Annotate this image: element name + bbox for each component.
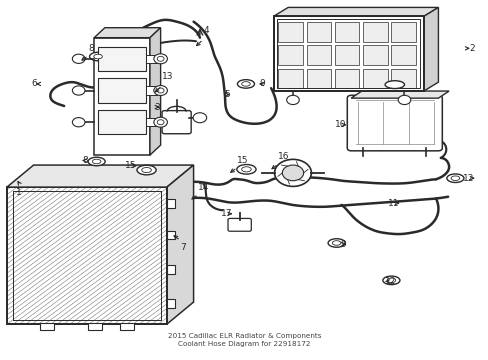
Bar [278,45,303,65]
Polygon shape [273,8,438,16]
Ellipse shape [92,159,101,164]
Text: 17: 17 [221,209,232,218]
Bar [146,118,157,126]
Bar [120,323,134,330]
Ellipse shape [142,167,151,172]
Circle shape [286,95,299,104]
Circle shape [72,86,85,95]
Bar [166,299,174,308]
Ellipse shape [332,241,340,245]
FancyBboxPatch shape [346,95,442,151]
Text: 5: 5 [224,90,229,99]
Bar [390,22,415,42]
Ellipse shape [237,80,254,88]
Polygon shape [166,165,193,324]
Ellipse shape [446,174,463,183]
Ellipse shape [94,54,102,59]
Text: 16: 16 [278,152,289,161]
Ellipse shape [385,81,404,89]
FancyBboxPatch shape [227,219,251,231]
Polygon shape [94,38,150,155]
FancyBboxPatch shape [98,47,146,71]
Text: 14: 14 [198,183,209,192]
Bar [306,22,331,42]
Text: 13: 13 [162,72,173,81]
Polygon shape [423,8,438,91]
Circle shape [72,118,85,127]
Bar [306,68,331,88]
FancyBboxPatch shape [98,78,146,103]
Text: 8: 8 [82,156,88,165]
Ellipse shape [89,52,106,61]
Bar [166,231,174,239]
Text: 2: 2 [468,44,474,53]
Bar [278,22,303,42]
Polygon shape [7,187,166,324]
Text: 1: 1 [16,188,21,197]
Ellipse shape [241,167,251,172]
Ellipse shape [137,165,156,175]
Circle shape [282,165,303,181]
Text: 3: 3 [154,103,159,112]
Polygon shape [350,91,448,98]
FancyBboxPatch shape [162,111,191,134]
Bar [278,68,303,88]
Text: 15: 15 [237,156,248,165]
Bar [334,45,359,65]
Circle shape [157,88,163,93]
Polygon shape [7,165,193,187]
Text: 11: 11 [387,199,399,208]
Circle shape [157,120,163,125]
Circle shape [72,54,85,63]
Text: 2015 Cadillac ELR Radiator & Components
Coolant Hose Diagram for 22918172: 2015 Cadillac ELR Radiator & Components … [167,333,321,347]
Ellipse shape [386,278,395,283]
Bar [146,86,157,95]
Ellipse shape [88,157,105,166]
Ellipse shape [236,165,256,174]
Bar [306,45,331,65]
Text: 7: 7 [180,243,186,252]
Bar [166,265,174,274]
Text: 6: 6 [31,80,37,89]
Text: 8: 8 [88,44,94,53]
Bar [146,54,157,63]
Circle shape [397,95,410,104]
Ellipse shape [327,239,345,247]
Bar [362,22,387,42]
Text: 9: 9 [340,239,346,248]
Circle shape [154,117,167,127]
Text: 9: 9 [259,80,264,89]
Bar [362,68,387,88]
Bar [334,22,359,42]
Circle shape [154,54,167,64]
Bar [390,45,415,65]
Text: 4: 4 [203,26,208,35]
Bar [334,68,359,88]
FancyBboxPatch shape [98,110,146,134]
Text: 12: 12 [385,277,396,286]
Bar [390,68,415,88]
Bar [362,45,387,65]
Ellipse shape [382,276,399,285]
Circle shape [157,56,163,61]
Bar [166,199,174,208]
Polygon shape [273,16,423,91]
Bar [87,323,102,330]
Circle shape [154,86,167,95]
Ellipse shape [450,176,459,180]
Text: 10: 10 [334,120,346,129]
Polygon shape [94,28,160,38]
Ellipse shape [241,82,250,86]
Circle shape [274,159,311,186]
Circle shape [193,113,206,123]
Text: 12: 12 [463,174,474,183]
Text: 15: 15 [125,161,137,170]
Bar [40,323,54,330]
Polygon shape [150,28,160,155]
